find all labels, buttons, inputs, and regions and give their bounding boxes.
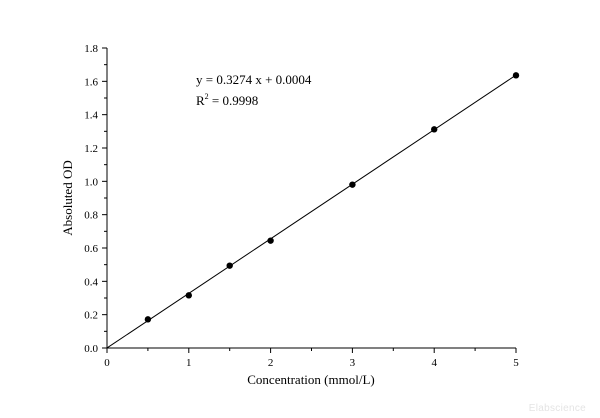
y-tick-label: 1.2 bbox=[84, 143, 98, 155]
regression-line bbox=[106, 74, 517, 349]
x-axis-title: Concentration (mmol/L) bbox=[247, 372, 374, 387]
axes bbox=[106, 48, 516, 349]
x-tick-label: 1 bbox=[186, 357, 192, 369]
y-tick-label: 1.4 bbox=[84, 110, 98, 122]
r-squared-value: = 0.9998 bbox=[209, 93, 259, 108]
y-tick-label: 1.8 bbox=[84, 43, 98, 55]
r-squared: R2 = 0.9998 bbox=[196, 92, 258, 108]
data-point bbox=[226, 262, 233, 269]
r-squared-prefix: R bbox=[196, 93, 205, 108]
y-ticks: 0.0 0.2 0.4 0.6 0.8 1.0 1.2 1.4 1.6 1.8 bbox=[84, 43, 107, 355]
y-tick-label: 0.4 bbox=[84, 276, 98, 288]
y-tick-label: 1.6 bbox=[84, 76, 98, 88]
data-point bbox=[349, 181, 356, 188]
y-tick-label: 0.8 bbox=[84, 210, 98, 222]
data-point bbox=[144, 316, 152, 323]
x-ticks: 0 1 2 3 4 5 bbox=[104, 348, 519, 369]
data-point bbox=[185, 292, 192, 299]
data-point bbox=[512, 72, 520, 79]
r-squared-exponent: 2 bbox=[205, 92, 209, 101]
x-tick-label: 0 bbox=[104, 357, 110, 369]
y-tick-label: 1.0 bbox=[84, 176, 98, 188]
x-tick-label: 4 bbox=[431, 357, 437, 369]
x-tick-label: 3 bbox=[350, 357, 356, 369]
y-tick-label: 0.6 bbox=[84, 243, 98, 255]
y-axis-title: Absoluted OD bbox=[60, 160, 75, 235]
fit-equation: y = 0.3274 x + 0.0004 bbox=[196, 72, 312, 87]
data-points bbox=[144, 72, 520, 323]
y-tick-label: 0.2 bbox=[84, 310, 98, 322]
y-tick-label: 0.0 bbox=[84, 343, 98, 355]
fit-line-group bbox=[106, 74, 517, 349]
data-point bbox=[431, 126, 438, 133]
data-point bbox=[267, 237, 274, 244]
x-tick-label: 2 bbox=[268, 357, 274, 369]
watermark: Elabscience bbox=[528, 403, 586, 414]
x-tick-label: 5 bbox=[513, 357, 519, 369]
